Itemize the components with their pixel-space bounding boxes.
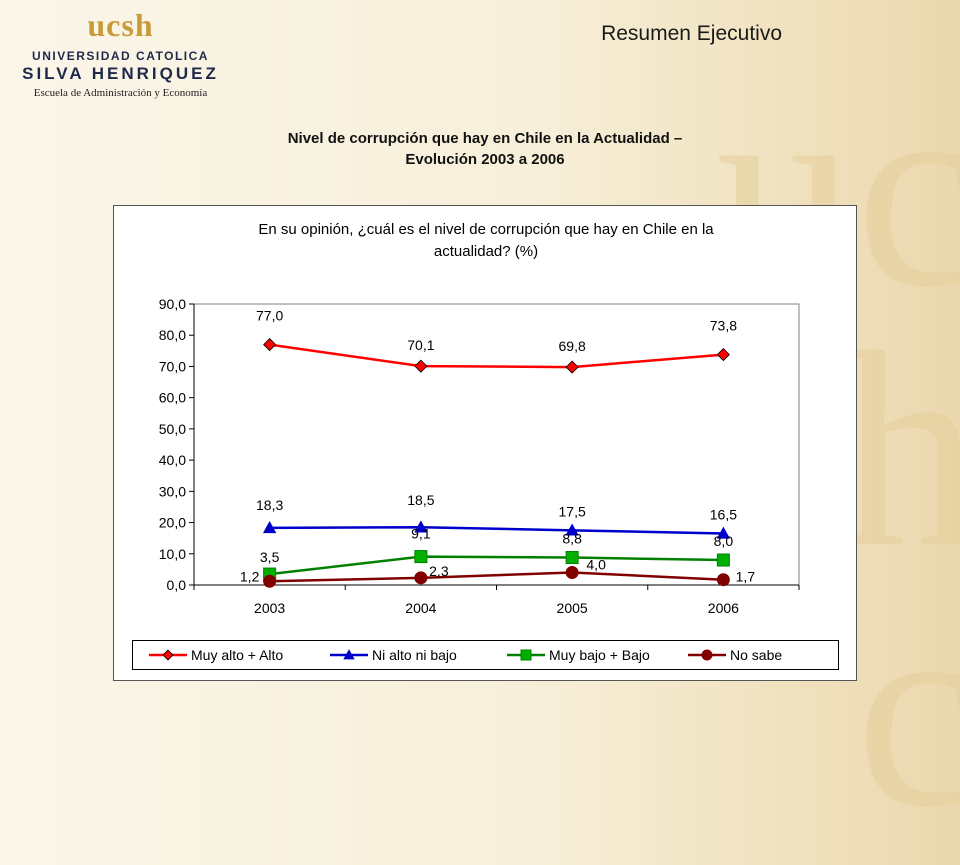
legend-swatch	[688, 649, 726, 661]
data-point-1-4	[716, 348, 730, 362]
data-label: 8,8	[562, 531, 582, 547]
data-point-3-3	[565, 551, 579, 565]
series-line-1	[269, 343, 724, 369]
data-label: 16,5	[710, 506, 737, 522]
data-point-4-4	[716, 573, 730, 587]
data-point-2-3	[565, 523, 579, 536]
data-point-4-2	[414, 571, 428, 585]
data-label: 8,0	[714, 533, 734, 549]
page-title: Nivel de corrupción que hay en Chile en …	[230, 128, 740, 170]
legend-marker	[520, 649, 532, 661]
data-label: 1,2	[240, 568, 260, 584]
data-point-3-2	[414, 550, 428, 564]
data-label: 69,8	[559, 338, 586, 354]
legend-item: Muy bajo + Bajo	[505, 647, 650, 663]
legend-label: Ni alto ni bajo	[372, 647, 457, 663]
legend-marker	[162, 649, 174, 661]
chart-legend: Muy alto + Alto Ni alto ni bajo Muy bajo +…	[132, 640, 839, 670]
series-line-3	[269, 555, 724, 576]
legend-marker	[701, 649, 713, 661]
logo-university: UNIVERSIDAD CATOLICA	[32, 49, 209, 63]
chart-frame: En su opinión, ¿cuál es el nivel de corr…	[113, 205, 857, 681]
legend-label: Muy alto + Alto	[191, 647, 284, 663]
legend-item: Ni alto ni bajo	[328, 647, 457, 663]
legend-swatch	[330, 649, 368, 660]
data-label: 77,0	[256, 308, 283, 324]
series-line-4	[269, 571, 724, 583]
data-point-4-1	[263, 574, 277, 588]
legend-swatch	[507, 649, 545, 661]
legend-item: No sabe	[686, 647, 782, 663]
chart-title-line1: En su opinión, ¿cuál es el nivel de corr…	[258, 221, 714, 238]
data-label: 17,5	[559, 503, 586, 519]
page-title-line1: Nivel de corrupción que hay en Chile en …	[287, 130, 683, 147]
data-point-2-1	[262, 521, 277, 534]
data-point-2-4	[716, 526, 731, 539]
logo-name: SILVA HENRIQUEZ	[22, 64, 219, 83]
data-label: 2,3	[429, 563, 449, 579]
y-tick-label: 30,0	[159, 483, 186, 499]
y-tick-label: 0,0	[167, 577, 187, 593]
legend-swatch	[149, 649, 187, 661]
legend-item: Muy alto + Alto	[147, 647, 283, 663]
x-tick-label: 2003	[254, 600, 285, 616]
y-tick-label: 80,0	[159, 327, 186, 343]
data-point-1-2	[414, 359, 428, 373]
y-tick-label: 50,0	[159, 421, 186, 437]
legend-label: Muy bajo + Bajo	[549, 647, 650, 663]
x-tick-label: 2005	[557, 600, 588, 616]
y-tick-label: 40,0	[159, 452, 186, 468]
line-chart: 0,0 10,0 20,0 30,0 40,0 50,0 60,0 70,0 80,0 90,0 2…	[159, 296, 800, 616]
data-point-1-1	[263, 338, 277, 352]
x-tick-label: 2006	[708, 600, 739, 616]
page-title-line2: Evolución 2003 a 2006	[405, 151, 565, 168]
data-label: 9,1	[411, 526, 431, 542]
y-tick-label: 60,0	[159, 390, 186, 406]
data-label: 3,5	[260, 549, 280, 565]
y-tick-label: 20,0	[159, 515, 186, 531]
data-point-2-2	[414, 520, 428, 533]
data-point-3-4	[716, 553, 730, 567]
logo-mark: ucsh	[87, 7, 154, 43]
series-line-2	[269, 525, 724, 535]
y-tick-label: 70,0	[159, 358, 186, 374]
data-label: 18,3	[256, 497, 283, 513]
legend-marker	[343, 649, 355, 660]
y-tick-label: 10,0	[159, 546, 186, 562]
chart-title-line2: actualidad? (%)	[433, 243, 539, 260]
x-tick-label: 2004	[405, 600, 436, 616]
data-point-1-3	[565, 360, 579, 374]
y-tick-label: 90,0	[159, 296, 186, 312]
chart-title: En su opinión, ¿cuál es el nivel de corr…	[114, 219, 858, 263]
university-logo: ucsh UNIVERSIDAD CATOLICA SILVA HENRIQUE…	[8, 8, 233, 108]
logo-school: Escuela de Administración y Economía	[33, 87, 208, 99]
data-label: 4,0	[586, 557, 606, 573]
header-title: Resumen Ejecutivo	[601, 22, 782, 45]
data-label: 1,7	[736, 569, 756, 585]
data-label: 18,5	[407, 492, 434, 508]
legend-label: No sabe	[730, 647, 783, 663]
data-label: 73,8	[710, 318, 737, 334]
data-point-4-3	[565, 566, 579, 580]
data-label: 70,1	[407, 337, 434, 353]
